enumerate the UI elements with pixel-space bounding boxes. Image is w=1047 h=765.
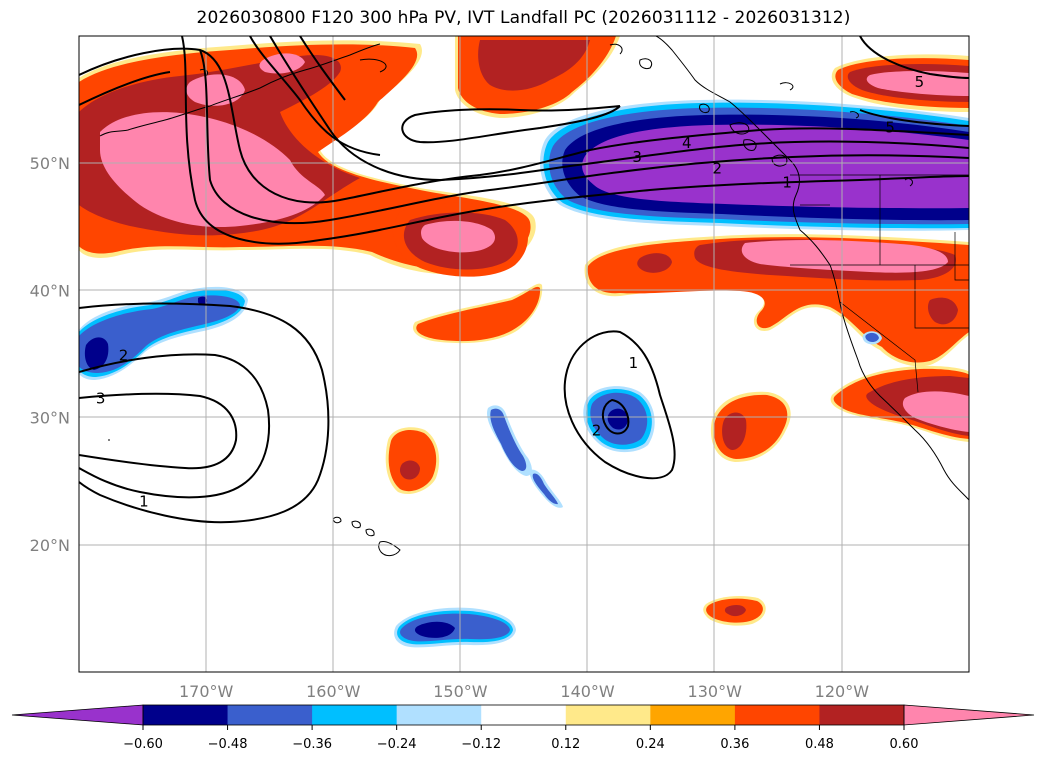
pv-negative-center (583, 386, 655, 453)
colorbar-segment (819, 705, 905, 725)
pv-positive-north-central (455, 36, 620, 118)
colorbar-tick-label: 0.36 (720, 737, 749, 752)
pv-positive-northeast (831, 54, 969, 112)
longitude-label: 170°W (179, 682, 234, 701)
pv-positive-south-blob (703, 596, 766, 626)
colorbar-segment (650, 705, 736, 725)
colorbar-left-extension (11, 704, 144, 726)
aleutians (99, 43, 381, 137)
colorbar-segment (312, 705, 398, 725)
map-content: 5 5 4 3 2 1 1 2 2 3 1 (79, 36, 969, 672)
contour-label: 2 (592, 421, 602, 439)
colorbar-tick-label: 0.24 (636, 737, 665, 752)
contour-label: 4 (682, 134, 692, 152)
colorbar-frame (142, 704, 905, 726)
longitude-label: 150°W (433, 682, 488, 701)
colorbar-tick-label: −0.24 (377, 737, 417, 752)
contour-label: 3 (96, 390, 106, 408)
contour-label: 3 (632, 148, 642, 166)
coastlines (359, 36, 969, 501)
colorbar-segment (143, 705, 229, 725)
contour-label: 1 (782, 173, 792, 191)
map-frame (78, 35, 970, 673)
longitude-labels: 170°W 160°W 150°W 140°W 130°W 120°W (179, 682, 869, 701)
contour-label: 1 (629, 354, 639, 372)
state-borders (790, 174, 969, 393)
colorbar: −0.60 −0.48 −0.36 −0.24 −0.12 0.12 0.24 0.36 0.4… (11, 704, 1035, 752)
longitude-label: 130°W (688, 682, 743, 701)
contour-label: 1 (139, 493, 149, 511)
latitude-label: 20°N (30, 536, 70, 555)
colorbar-tick-label: 0.12 (551, 737, 580, 752)
pv-contours (79, 36, 969, 524)
pv-positive-california (830, 365, 969, 442)
longitude-label: 120°W (815, 682, 870, 701)
colorbar-segment (481, 705, 567, 725)
map-title: 2026030800 F120 300 hPa PV, IVT Landfall… (196, 8, 851, 28)
longitude-label: 140°W (560, 682, 615, 701)
colorbar-segment (227, 705, 313, 725)
latitude-labels: 50°N 40°N 30°N 20°N (30, 154, 70, 555)
latitude-label: 50°N (30, 154, 70, 173)
contour-label: 5 (885, 119, 895, 137)
pv-negative-south (394, 607, 516, 648)
pv-positive-central-band (412, 283, 543, 344)
colorbar-tick-label: −0.36 (292, 737, 332, 752)
pv-negative-idaho (862, 331, 882, 345)
pv-negative-streak (487, 405, 563, 508)
colorbar-right-extension (903, 704, 1035, 726)
colorbar-segment (396, 705, 482, 725)
colorbar-tick-label: −0.12 (461, 737, 501, 752)
contour-label: 2 (119, 346, 129, 364)
colorbar-tick-label: −0.60 (123, 737, 163, 752)
contour-labels: 5 5 4 3 2 1 1 2 2 3 1 (96, 73, 925, 511)
colorbar-segment (565, 705, 651, 725)
pv-positive-east-blob (710, 391, 791, 462)
pv-negative-west (79, 286, 248, 380)
colorbar-tick-label: −0.48 (208, 737, 248, 752)
pv-negative-north (540, 99, 969, 231)
longitude-label: 160°W (306, 682, 361, 701)
colorbar-segment (734, 705, 820, 725)
latitude-label: 30°N (30, 409, 70, 428)
latitude-label: 40°N (30, 281, 70, 300)
contour-label: 2 (712, 159, 722, 177)
colorbar-tick-label: 0.60 (890, 737, 919, 752)
contour-label: 5 (915, 73, 925, 91)
colorbar-tick-label: 0.48 (805, 737, 834, 752)
pv-positive-southwest-blob (385, 427, 440, 495)
